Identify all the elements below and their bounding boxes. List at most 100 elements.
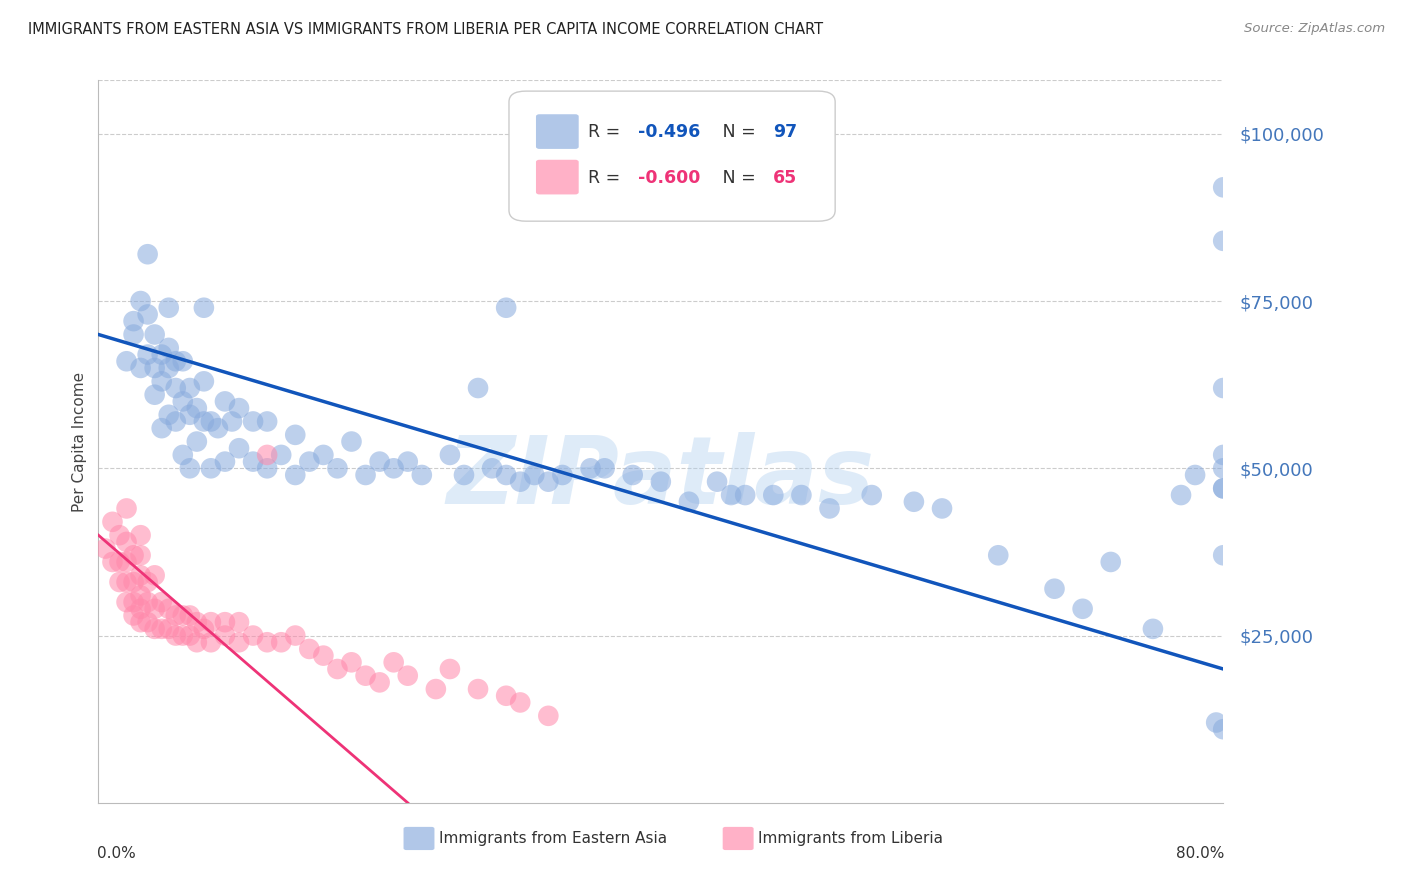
Text: R =: R = [588,169,626,186]
Point [115,575,138,590]
Point [1184,467,1206,482]
Point [537,475,560,489]
Point [242,414,264,428]
Point [165,354,187,368]
Point [200,615,222,630]
Text: Immigrants from Eastern Asia: Immigrants from Eastern Asia [439,831,666,846]
Point [136,348,159,362]
Text: N =: N = [706,169,761,186]
Point [214,628,236,642]
Point [354,467,377,482]
Point [270,635,292,649]
Point [122,575,145,590]
Point [467,381,489,395]
Point [495,467,517,482]
Point [214,615,236,630]
Point [368,675,391,690]
Point [650,475,672,489]
Point [1212,461,1234,475]
Point [228,615,250,630]
Point [186,635,208,649]
Point [157,361,180,376]
FancyBboxPatch shape [509,91,835,221]
Point [312,648,335,663]
Point [1212,381,1234,395]
Point [179,461,201,475]
Point [157,602,180,616]
Point [115,534,138,549]
Point [165,608,187,623]
Point [1071,602,1094,616]
Point [108,528,131,542]
Point [214,394,236,409]
Text: R =: R = [588,123,626,141]
Point [228,401,250,416]
Point [439,448,461,462]
Point [101,555,124,569]
Point [396,669,419,683]
Point [1212,482,1234,496]
Point [326,461,349,475]
Point [157,301,180,315]
Point [340,655,363,669]
Point [382,461,405,475]
Point [172,394,194,409]
Point [284,427,307,442]
Point [122,327,145,342]
Point [987,548,1010,563]
Point [298,454,321,469]
Point [150,348,173,362]
Y-axis label: Per Capita Income: Per Capita Income [72,371,87,512]
Point [193,301,215,315]
Point [903,494,925,508]
Point [298,642,321,657]
Point [439,662,461,676]
Point [129,568,152,582]
Point [312,448,335,462]
Point [242,628,264,642]
Point [136,575,159,590]
Point [256,414,278,428]
Point [200,414,222,428]
Point [207,421,229,435]
Point [1212,234,1234,248]
Point [1170,488,1192,502]
Point [818,501,841,516]
Point [1099,555,1122,569]
Point [186,615,208,630]
FancyBboxPatch shape [536,114,579,149]
Point [1043,582,1066,596]
Point [1212,180,1234,194]
Point [425,681,447,696]
Point [678,494,700,508]
Point [129,548,152,563]
Point [860,488,883,502]
Point [467,681,489,696]
Point [537,708,560,723]
Point [734,488,756,502]
Point [593,461,616,475]
Point [706,475,728,489]
Point [179,628,201,642]
Point [136,247,159,261]
Point [1212,548,1234,563]
Point [396,454,419,469]
Point [172,628,194,642]
Point [481,461,503,475]
Point [193,414,215,428]
Point [228,441,250,455]
Point [509,475,531,489]
Point [200,635,222,649]
Point [157,622,180,636]
Point [931,501,953,516]
Point [523,467,546,482]
Point [186,401,208,416]
Point [122,548,145,563]
Point [129,361,152,376]
Point [256,461,278,475]
Point [453,467,475,482]
Point [115,555,138,569]
Point [143,622,166,636]
Point [551,467,574,482]
Point [150,622,173,636]
